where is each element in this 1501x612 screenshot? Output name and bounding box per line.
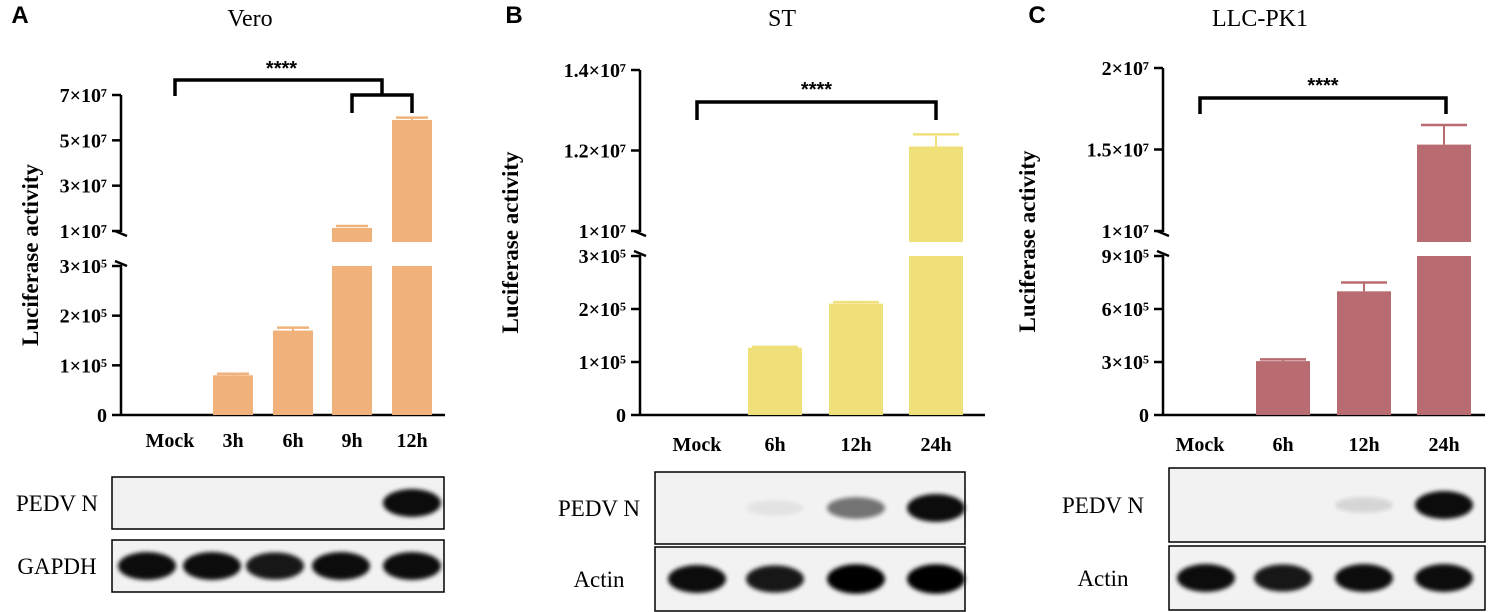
bar [909,146,963,242]
y-tick-label: 5×10⁷ [60,130,107,152]
y-tick-label: 1×10⁷ [579,221,626,243]
blot-band [1335,564,1393,592]
panel-letter: A [11,2,28,29]
y-tick-label: 3×10⁵ [60,256,107,278]
x-tick-label: Mock [673,434,723,456]
blot-row-label: GAPDH [17,554,96,579]
x-tick-label: 9h [341,430,362,452]
blot-band [183,552,241,580]
blot-band [827,497,885,519]
y-tick-label: 0 [1139,405,1149,427]
x-tick-label: Mock [146,430,196,452]
y-tick-label: 1×10⁵ [60,355,107,377]
y-tick-label: 7×10⁷ [60,85,107,107]
significance-bracket [173,78,384,96]
axis-break-mark [114,259,128,268]
blot-row-label: PEDV N [1062,493,1144,518]
x-tick-label: 12h [1348,434,1379,456]
significance-bracket [1198,96,1448,114]
blot-band [383,489,441,517]
bar [1337,291,1391,415]
bar [1256,361,1310,415]
y-tick-label: 9×10⁵ [1102,246,1149,268]
bar [332,228,372,242]
significance-stars: **** [1307,75,1338,97]
bar [1417,256,1471,415]
blot-band [118,552,176,580]
panel-letter: B [505,2,522,29]
bar [332,266,372,415]
panel-letter: C [1028,2,1045,29]
blot-row-label: PEDV N [16,491,98,516]
blot-band [746,565,804,593]
blot-band [1177,564,1235,592]
y-axis-label: Luciferase activity [1015,150,1040,333]
y-tick-label: 0 [97,405,107,427]
x-tick-label: 6h [1272,434,1293,456]
blot-band [668,565,726,593]
bar [213,375,253,415]
blot-band [746,500,804,516]
x-tick-label: 6h [282,430,303,452]
blot-band [907,494,965,522]
panel-title: Vero [227,6,272,32]
bar [273,330,313,415]
x-tick-label: 6h [764,434,785,456]
significance-stars: **** [801,79,832,101]
bar [1417,144,1471,242]
x-tick-label: 12h [396,430,427,452]
y-tick-label: 3×10⁵ [1102,352,1149,374]
significance-stars: **** [266,58,297,80]
blot-band [1254,564,1312,592]
panel-title: LLC-PK1 [1212,6,1308,32]
y-tick-label: 1×10⁷ [1102,221,1149,243]
y-tick-label: 2×10⁷ [1102,58,1149,80]
y-tick-label: 1.5×10⁷ [1087,140,1149,162]
x-tick-label: Mock [1176,434,1226,456]
bar [748,347,802,415]
y-tick-label: 6×10⁵ [1102,299,1149,321]
blot-band [1415,564,1473,592]
blot-band [383,552,441,580]
y-axis-label: Luciferase activity [498,151,523,334]
y-tick-label: 2×10⁵ [579,299,626,321]
blot-band [827,564,885,594]
blot-band [1335,497,1393,513]
y-tick-label: 3×10⁷ [60,176,107,198]
bar [829,303,883,415]
y-tick-label: 2×10⁵ [60,306,107,328]
blot-row-label: Actin [1077,566,1129,591]
x-tick-label: 3h [222,430,243,452]
significance-sub-bracket [350,93,414,113]
y-tick-label: 1×10⁷ [60,221,107,243]
bar [392,266,432,415]
x-tick-label: 12h [840,434,871,456]
y-tick-label: 0 [616,405,626,427]
blot-band [246,552,304,580]
blot-band [1415,491,1473,519]
y-tick-label: 1.2×10⁷ [564,141,626,163]
x-tick-label: 24h [920,434,951,456]
y-axis-label: Luciferase activity [18,163,43,346]
blot-band [312,552,370,580]
y-tick-label: 1.4×10⁷ [564,60,626,82]
x-tick-label: 24h [1428,434,1459,456]
blot-row-label: Actin [573,567,625,592]
y-tick-label: 1×10⁵ [579,352,626,374]
significance-bracket [695,100,938,120]
axis-break-mark [1156,249,1170,258]
blot-row-label: PEDV N [558,496,640,521]
panel-title: ST [768,6,796,32]
y-tick-label: 3×10⁵ [579,246,626,268]
blot-band [907,564,965,594]
bar [909,256,963,415]
axis-break-mark [633,249,647,258]
bar [392,119,432,242]
